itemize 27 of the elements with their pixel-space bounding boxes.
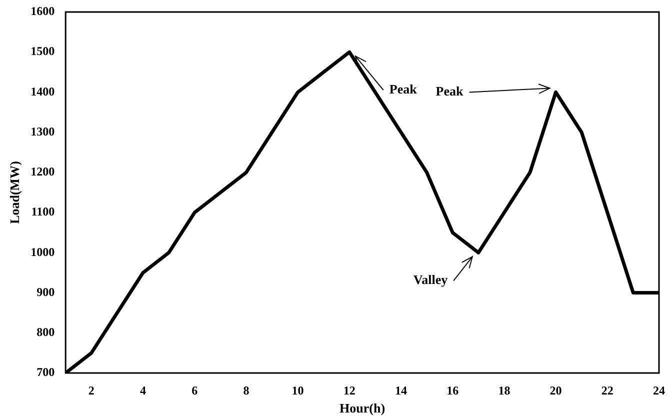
y-tick-label: 1400 — [30, 84, 55, 98]
y-axis-title: Load(MW) — [7, 161, 22, 224]
x-tick-label: 16 — [446, 383, 459, 398]
y-tick-label: 1600 — [30, 4, 55, 18]
x-tick-label: 4 — [140, 383, 146, 398]
y-tick-label: 1200 — [30, 164, 55, 179]
y-tick-label: 1100 — [31, 204, 55, 219]
x-tick-label: 24 — [653, 383, 665, 398]
x-tick-label: 10 — [292, 383, 304, 398]
x-tick-label: 6 — [192, 383, 198, 398]
x-tick-label: 8 — [243, 383, 250, 398]
x-tick-label: 12 — [343, 383, 356, 398]
x-tick-label: 20 — [550, 383, 562, 398]
x-tick-label: 18 — [498, 383, 510, 398]
y-tick-label: 900 — [36, 284, 55, 299]
annotation: Peak — [389, 81, 418, 96]
x-axis-title: Hour(h) — [340, 400, 386, 416]
y-tick-label: 800 — [36, 324, 55, 339]
y-tick-label: 700 — [36, 365, 55, 380]
annotation: Valley — [413, 272, 448, 288]
y-tick-label: 1500 — [30, 44, 55, 58]
y-tick-label: 1000 — [30, 244, 55, 259]
x-tick-label: 2 — [88, 383, 94, 398]
annotation: Peak — [436, 84, 464, 99]
x-tick-label: 22 — [601, 383, 614, 398]
y-tick-label: 1300 — [30, 124, 55, 138]
x-tick-label: 14 — [395, 383, 407, 398]
